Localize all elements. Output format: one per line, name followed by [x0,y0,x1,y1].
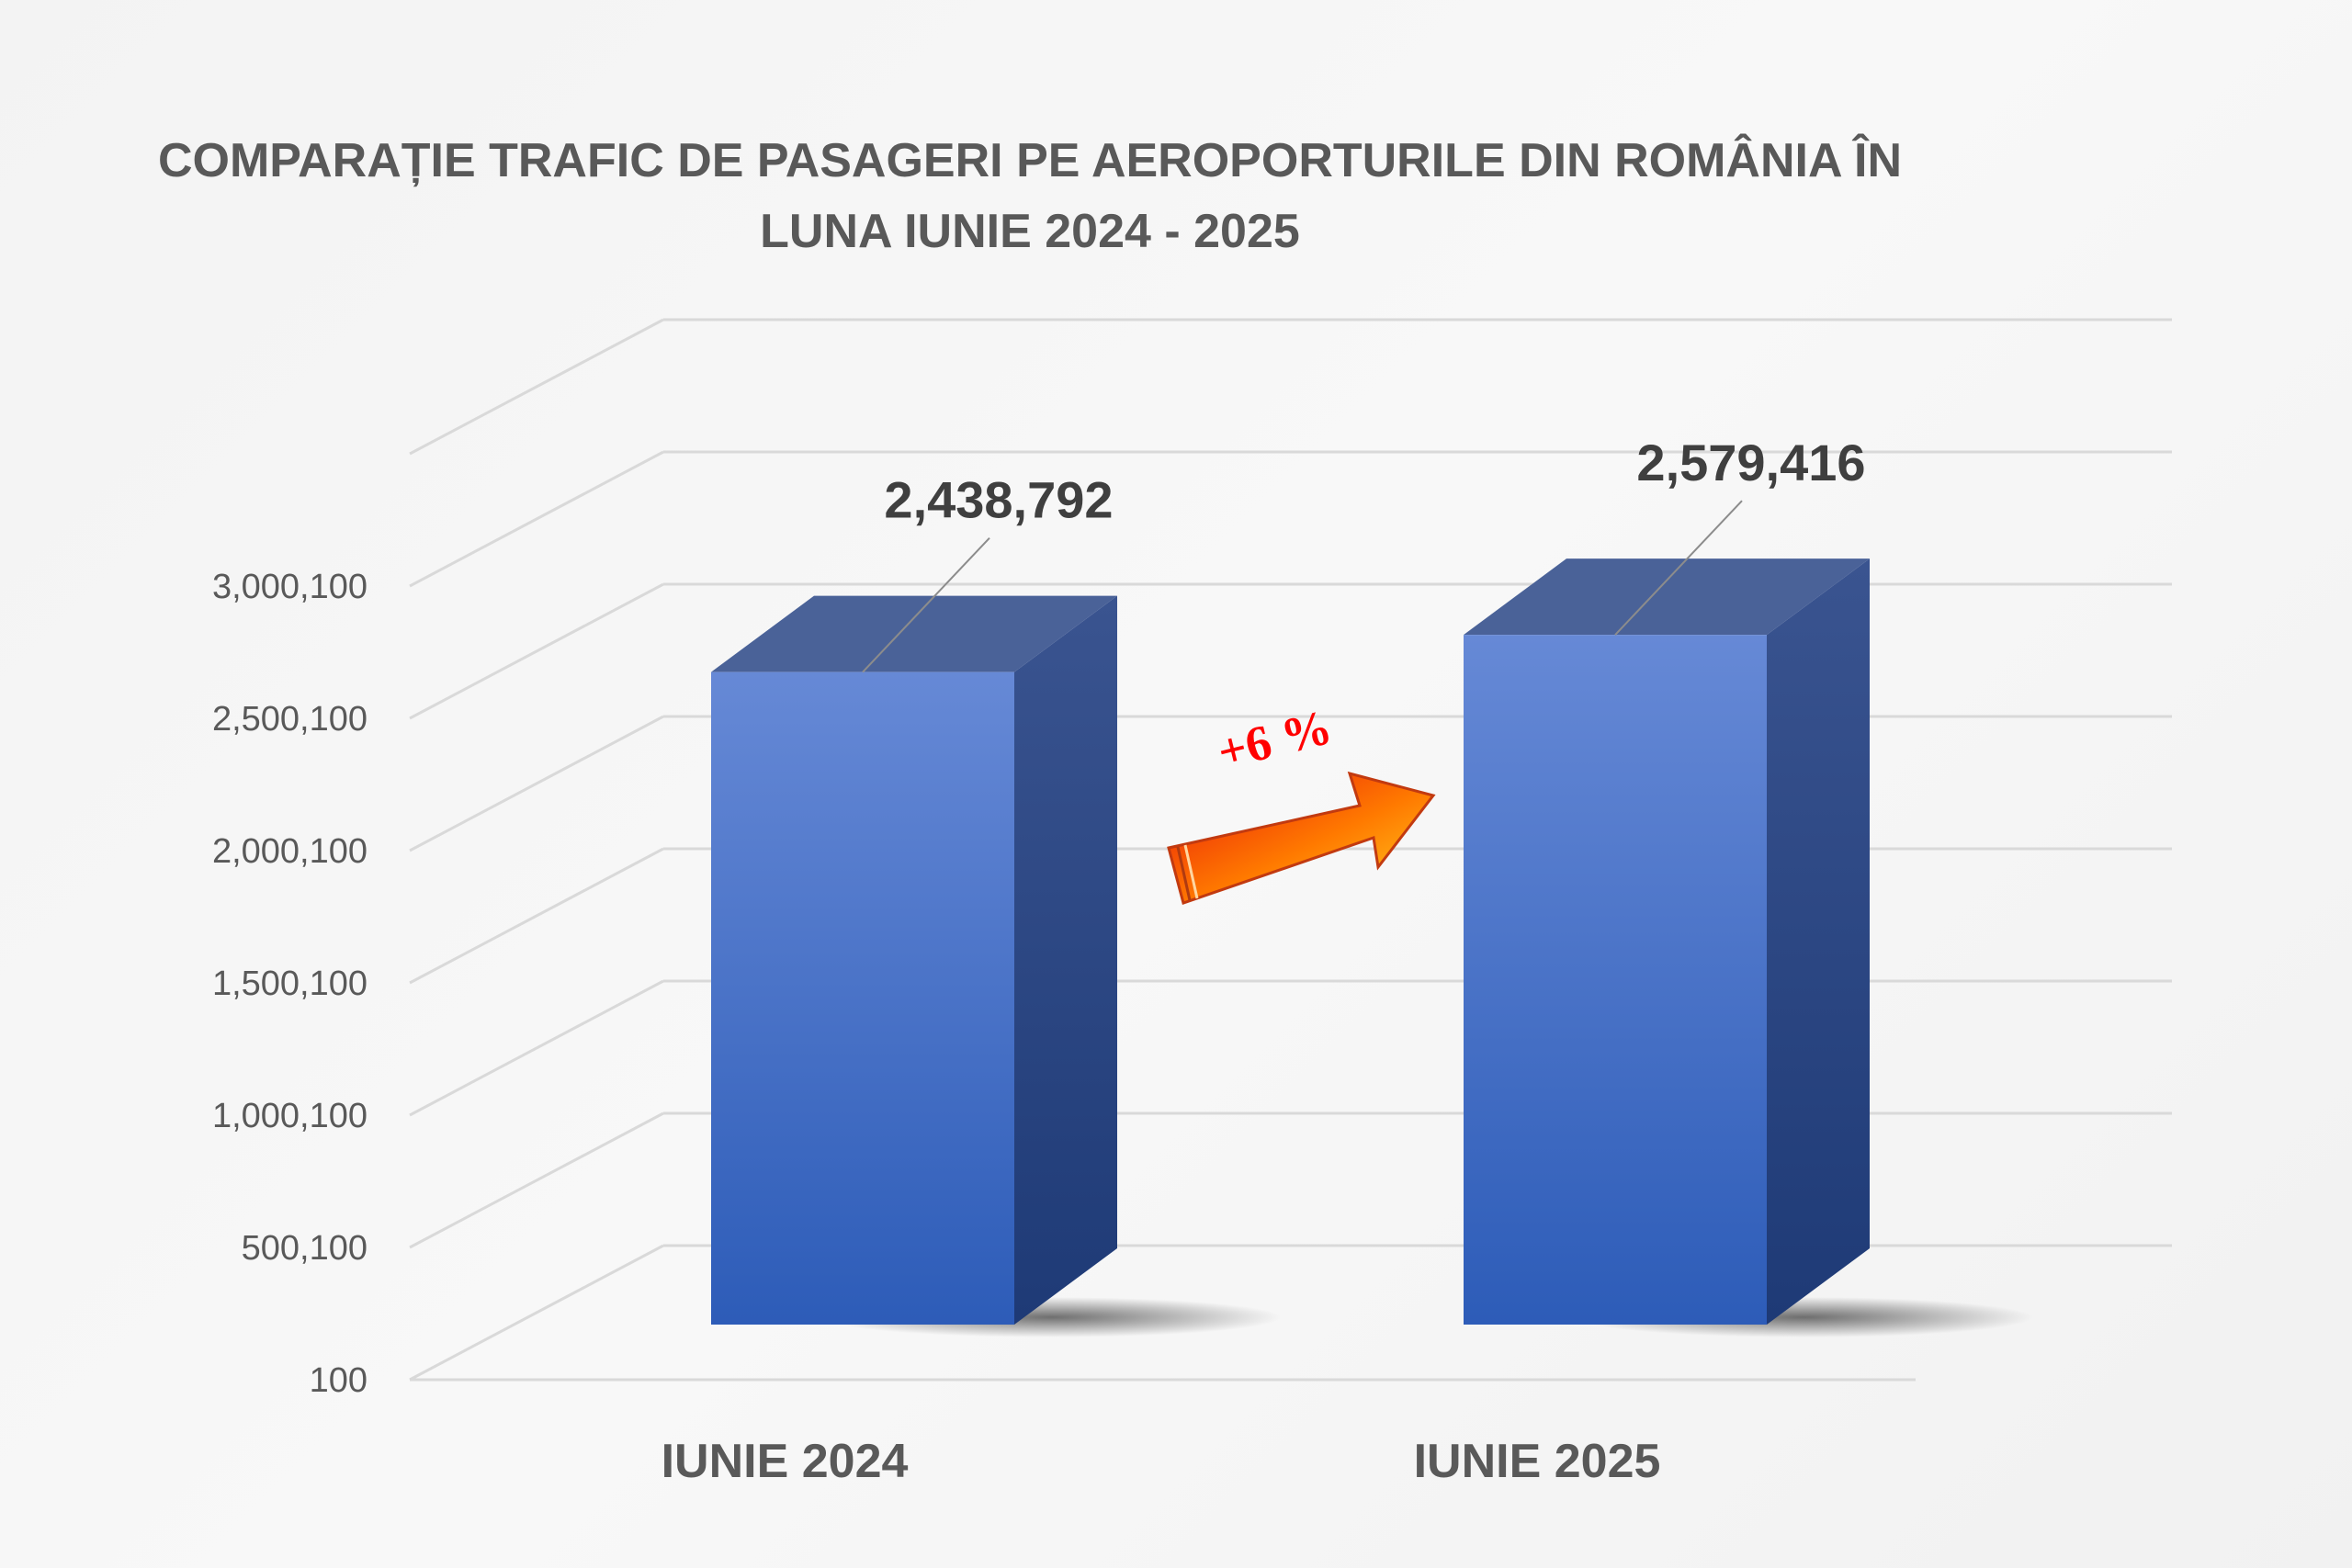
bar-side-face [1014,595,1117,1325]
bar-top-face [711,595,1117,672]
bar-side-face [1767,558,1870,1325]
side-wall-gridline [409,979,664,1117]
y-tick-label: 500,100 [242,1229,368,1268]
category-labels: IUNIE 2024 IUNIE 2025 [662,1435,1661,1488]
bar-front-face [711,671,1014,1325]
data-label: 2,579,416 [1636,434,1865,491]
growth-arrow-tail-stripe [1176,846,1192,901]
bars [711,558,2033,1337]
data-label-leader [1614,500,1743,636]
category-label: IUNIE 2024 [662,1435,909,1488]
data-labels: 2,438,792 2,579,416 [862,434,1866,673]
side-wall-gridline [409,847,664,985]
spacer-line [410,320,663,586]
side-wall-gridline [409,318,664,456]
bar-group [711,595,1281,1337]
y-tick-label: 2,500,100 [212,700,368,739]
side-wall-gridline [409,1111,664,1249]
y-axis-tick-labels: 100 500,100 1,000,100 1,500,100 2,000,100 2,5… [212,568,368,1400]
side-wall-gridline [409,1244,664,1382]
category-label: IUNIE 2025 [1414,1435,1661,1488]
side-wall-gridline [409,582,664,720]
growth-arrow-shape [1167,771,1436,905]
y-tick-label: 1,500,100 [212,964,368,1003]
data-label: 2,438,792 [884,471,1113,529]
growth-annotation: +6 % [1212,699,1337,781]
y-tick-label: 3,000,100 [212,568,368,606]
bar-front-face [1464,635,1767,1325]
growth-arrow [1167,771,1436,905]
y-tick-label: 100 [310,1361,368,1400]
chart-title-line-1: COMPARAȚIE TRAFIC DE PASAGERI PE AEROPOR… [158,133,1902,187]
side-wall-gridline [409,450,664,588]
side-wall-gridline [409,715,664,852]
bar-group [1464,558,2033,1337]
y-tick-label: 1,000,100 [212,1097,368,1135]
growth-arrow-tail-stripe [1183,844,1199,899]
data-label-leader [862,536,990,673]
bar-top-face [1464,558,1870,636]
y-tick-label: 2,000,100 [212,832,368,871]
chart-title-line-2: LUNA IUNIE 2024 - 2025 [760,205,1300,258]
